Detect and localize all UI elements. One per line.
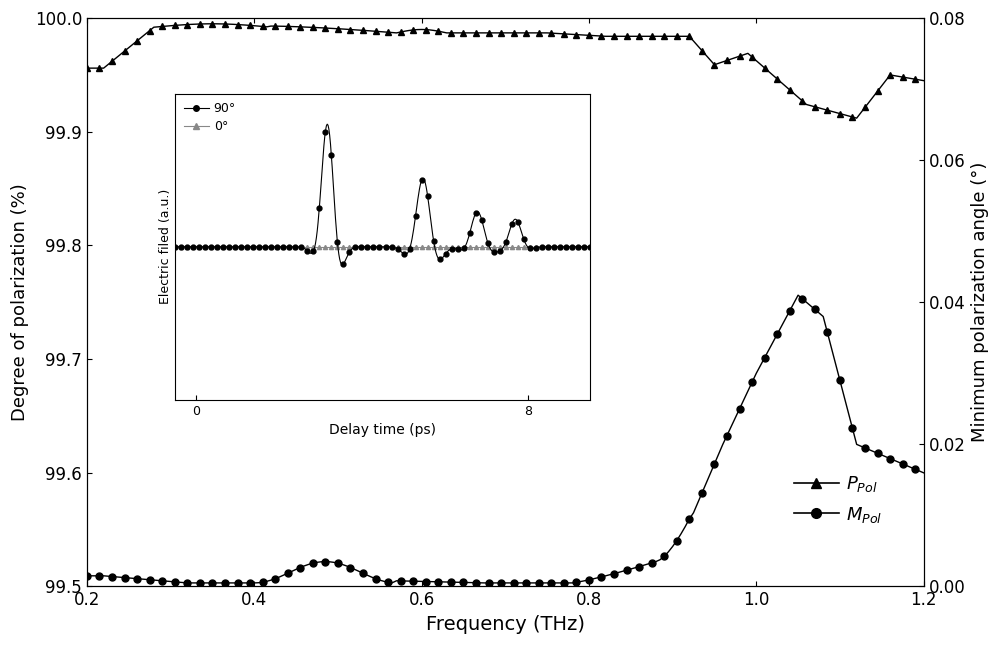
Y-axis label: Electric filed (a.u.): Electric filed (a.u.): [159, 189, 172, 304]
Legend: 90°, 0°: 90°, 0°: [181, 100, 239, 136]
Y-axis label: Degree of polarization (%): Degree of polarization (%): [11, 183, 29, 421]
X-axis label: Frequency (THz): Frequency (THz): [426, 615, 585, 634]
Y-axis label: Minimum polarization angle (°): Minimum polarization angle (°): [971, 162, 989, 442]
Legend: $\mathit{P}_{Pol}$, $\mathit{M}_{Pol}$: $\mathit{P}_{Pol}$, $\mathit{M}_{Pol}$: [786, 467, 889, 532]
X-axis label: Delay time (ps): Delay time (ps): [329, 423, 436, 437]
